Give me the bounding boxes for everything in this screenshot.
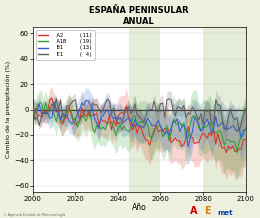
X-axis label: Año: Año [132, 203, 147, 213]
Text: E: E [204, 206, 211, 216]
Y-axis label: Cambio de la precipitación (%): Cambio de la precipitación (%) [5, 61, 11, 158]
Text: A: A [190, 206, 197, 216]
Title: ESPAÑA PENINSULAR
ANUAL: ESPAÑA PENINSULAR ANUAL [89, 5, 189, 26]
Bar [203, 27, 245, 192]
Text: © Agencia Estatal de Meteorología: © Agencia Estatal de Meteorología [3, 213, 65, 217]
Legend:   A2     (11),   A1B    (19),   B1     (13),   E1     ( 4): A2 (11), A1B (19), B1 (13), E1 ( 4) [36, 30, 95, 60]
Text: met: met [217, 210, 233, 216]
Bar [128, 27, 160, 192]
